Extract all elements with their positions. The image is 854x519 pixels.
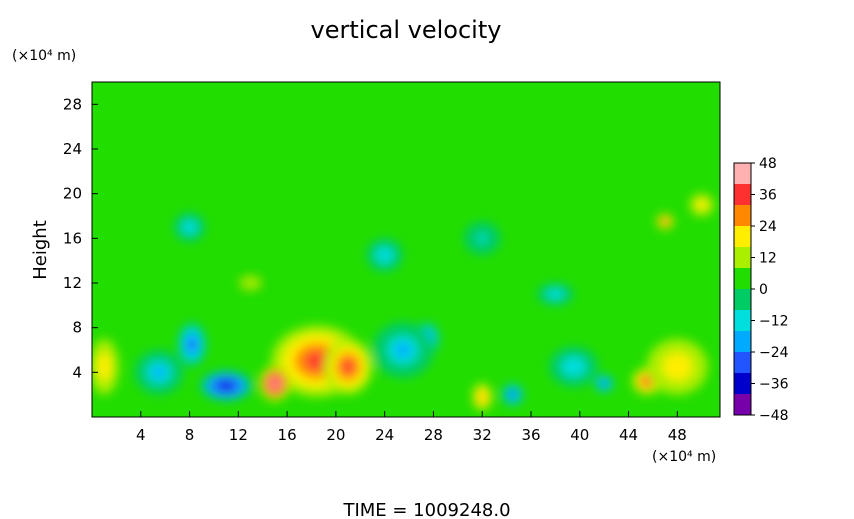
colorbar-label: 0	[759, 282, 768, 298]
x-tick-label: 44	[619, 426, 638, 444]
x-tick-label: 16	[278, 426, 297, 444]
colorbar-label: −36	[759, 377, 789, 393]
x-tick-label: 12	[229, 426, 248, 444]
colorbar-swatch	[734, 331, 751, 353]
colorbar-label: 36	[759, 188, 777, 204]
y-tick-label: 4	[72, 363, 82, 381]
y-axis-label: Height	[30, 220, 51, 280]
colorbar-label: −24	[759, 345, 789, 361]
x-tick-label: 32	[473, 426, 492, 444]
colorbar-swatch	[734, 226, 751, 248]
field-contour	[395, 343, 411, 357]
colorbar-swatch	[734, 268, 751, 290]
x-tick-label: 20	[326, 426, 345, 444]
y-tick-label: 28	[63, 95, 82, 113]
field-contour	[669, 359, 685, 374]
colorbar: 48 36 24 12 0 −12 −24 −36 −48	[733, 156, 789, 424]
field-contour	[306, 352, 330, 371]
x-tick-label: 28	[424, 426, 443, 444]
colorbar-swatch	[734, 373, 751, 395]
colorbar-swatch	[734, 310, 751, 332]
y-tick-label: 24	[63, 140, 82, 158]
x-axis-unit: (×10⁴ m)	[652, 449, 716, 465]
field-contour	[662, 219, 668, 224]
colorbar-swatch	[734, 289, 751, 311]
colorbar-swatch	[734, 163, 751, 185]
field-contour	[567, 361, 580, 372]
x-axis: 4 8 12 16 20 24 28 32 36 40 44 48	[136, 411, 687, 444]
field-features	[92, 193, 714, 411]
y-tick-label: 16	[63, 229, 82, 247]
plot-area	[92, 82, 720, 417]
x-tick-label: 40	[570, 426, 589, 444]
field-contour	[100, 359, 108, 374]
field-contour	[601, 381, 607, 386]
colorbar-swatch	[734, 184, 751, 206]
time-label: TIME = 1009248.0	[342, 500, 510, 519]
field-contour	[188, 338, 196, 350]
colorbar-label: 24	[759, 219, 777, 235]
y-tick-label: 20	[63, 185, 82, 203]
x-tick-label: 36	[521, 426, 540, 444]
field-contour	[270, 379, 279, 388]
field-contour	[219, 381, 233, 390]
field-contour	[509, 391, 516, 398]
field-contour	[698, 202, 705, 208]
colorbar-label: −12	[759, 314, 789, 330]
field-contour	[643, 377, 651, 385]
y-tick-label: 8	[72, 319, 82, 337]
x-tick-label: 48	[668, 426, 687, 444]
colorbar-label: 48	[759, 156, 777, 172]
x-tick-label: 8	[185, 426, 195, 444]
field-contour	[550, 291, 560, 297]
y-tick-label: 12	[63, 274, 82, 292]
chart-title: vertical velocity	[311, 16, 502, 44]
field-contour	[152, 366, 166, 378]
y-axis-unit: (×10⁴ m)	[12, 48, 76, 64]
colorbar-swatch	[734, 205, 751, 227]
field-contour	[479, 393, 485, 401]
field-contour	[341, 359, 355, 374]
x-tick-label: 4	[136, 426, 146, 444]
field-contour	[185, 223, 194, 231]
colorbar-swatch	[734, 247, 751, 269]
y-axis: 4 8 12 16 20 24 28	[63, 95, 98, 381]
colorbar-swatch	[734, 352, 751, 374]
colorbar-label: −48	[759, 408, 789, 424]
field-contour	[477, 234, 487, 243]
x-tick-label: 24	[375, 426, 394, 444]
plot-frame	[91, 81, 721, 418]
field-contour	[245, 280, 256, 286]
colorbar-swatch	[734, 394, 751, 416]
colorbar-label: 12	[759, 251, 777, 267]
field-contour	[380, 250, 390, 260]
